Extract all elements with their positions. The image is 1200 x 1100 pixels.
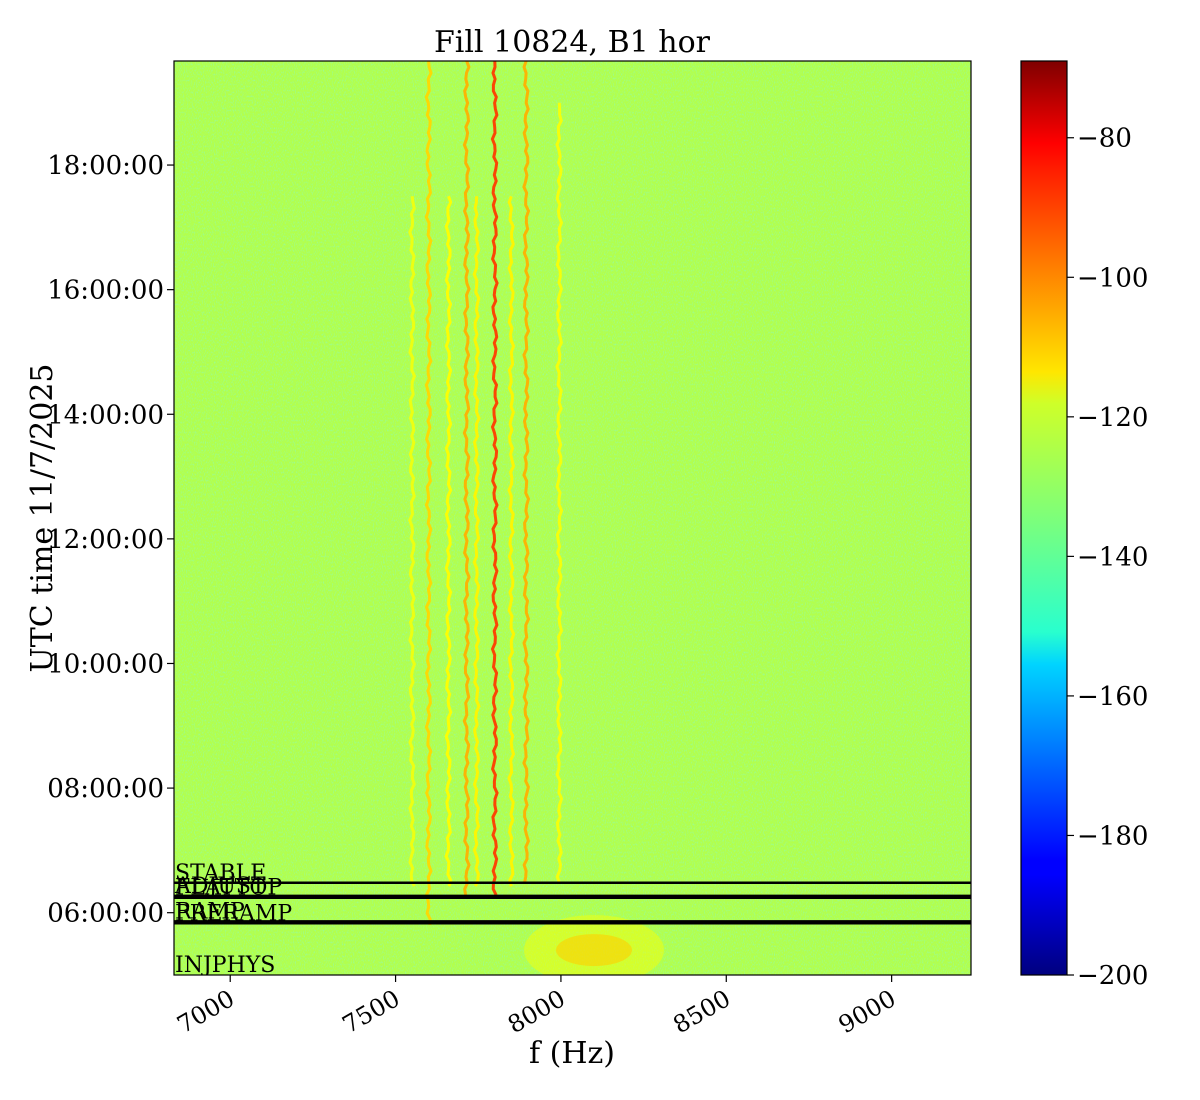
- colorbar-tick-label: −200: [1077, 961, 1148, 991]
- hotspot-layer: [524, 915, 664, 975]
- spectral-lines-layer: [408, 61, 564, 926]
- x-tick-label: 8000: [503, 984, 570, 1039]
- spectral-line: [522, 61, 531, 884]
- spectral-line: [462, 61, 471, 896]
- y-axis-label: UTC time 11/7/2025: [25, 364, 60, 673]
- x-tick-label: 9000: [834, 984, 901, 1039]
- mode-label: FLATTOP: [175, 876, 282, 901]
- y-tick-label: 14:00:00: [47, 400, 164, 430]
- x-tick-label: 8500: [668, 984, 735, 1039]
- colorbar-tick-label: −80: [1077, 124, 1132, 154]
- x-tick-label: 7500: [338, 984, 405, 1039]
- spectral-line: [408, 196, 417, 887]
- y-tick-label: 08:00:00: [47, 774, 164, 804]
- x-axis-label: f (Hz): [529, 1036, 615, 1071]
- mode-label: ADJUST: [174, 874, 266, 899]
- colorbar-tick-label: −140: [1077, 542, 1148, 572]
- y-tick-label: 18:00:00: [47, 151, 164, 181]
- x-tick-label: 7000: [172, 984, 239, 1039]
- mode-label: INJPHYS: [175, 953, 275, 978]
- spectral-line: [490, 61, 499, 896]
- x-axis: 7000 7500 8000 8500 9000: [172, 975, 901, 1039]
- spectral-line: [555, 102, 564, 884]
- colorbar: [1020, 60, 1068, 976]
- spectral-line: [424, 61, 433, 926]
- y-tick-label: 10:00:00: [47, 649, 164, 679]
- colorbar-tick-label: −160: [1077, 682, 1148, 712]
- chart-title: Fill 10824, B1 hor: [434, 25, 711, 60]
- mode-label: STABLE: [175, 861, 266, 886]
- spectral-line: [444, 195, 453, 887]
- hotspot-core: [555, 934, 632, 967]
- mode-label: PRERAMP: [175, 901, 292, 926]
- spectral-line: [507, 195, 516, 887]
- colorbar-tick-label: −120: [1077, 403, 1148, 433]
- y-tick-label: 06:00:00: [47, 899, 164, 929]
- y-axis: 06:00:00 08:00:00 10:00:00 12:00:00 14:00:00…: [47, 151, 174, 929]
- noise-texture: [174, 61, 971, 975]
- y-tick-label: 16:00:00: [47, 276, 164, 306]
- colorbar-tick-label: −180: [1077, 821, 1148, 851]
- mode-label: RAMP: [175, 899, 245, 924]
- y-tick-label: 12:00:00: [47, 525, 164, 555]
- spectral-line: [472, 196, 481, 887]
- plot-frame: [173, 60, 972, 976]
- colorbar-tick-label: −100: [1077, 263, 1148, 293]
- colorbar-axis: −80 −100 −120 −140 −160 −180 −200: [1067, 124, 1148, 991]
